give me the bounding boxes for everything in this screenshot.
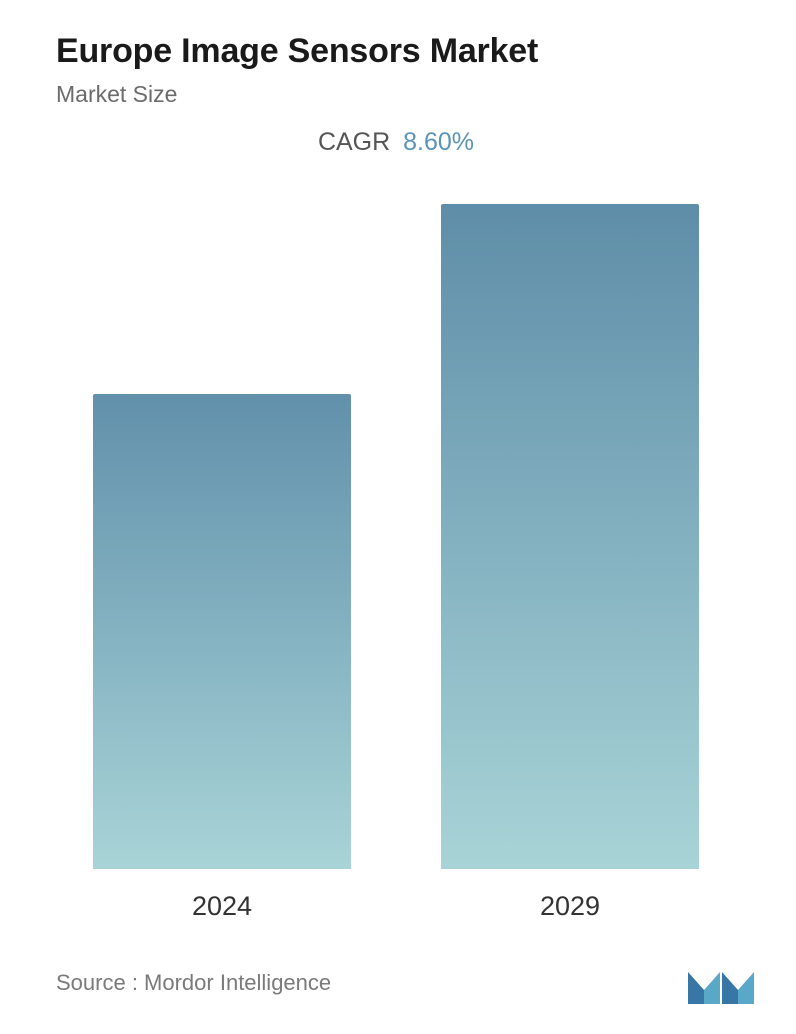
chart-subtitle: Market Size (56, 81, 756, 108)
cagr-label: CAGR (318, 128, 390, 156)
mordor-logo-icon (686, 960, 756, 1006)
chart-area: 2024 2029 (56, 177, 756, 922)
bar-2029 (441, 204, 699, 869)
cagr-value: 8.60% (403, 128, 474, 156)
chart-container: Europe Image Sensors Market Market Size … (0, 0, 796, 1034)
bar-group-1: 2029 (441, 204, 699, 922)
source-text: Source : Mordor Intelligence (56, 970, 331, 996)
bar-2024 (93, 394, 351, 869)
chart-title: Europe Image Sensors Market (56, 32, 756, 71)
bar-group-0: 2024 (93, 394, 351, 922)
footer: Source : Mordor Intelligence (56, 932, 756, 1034)
bar-label-2029: 2029 (540, 891, 600, 922)
bar-label-2024: 2024 (192, 891, 252, 922)
cagr-row: CAGR 8.60% (56, 128, 756, 157)
